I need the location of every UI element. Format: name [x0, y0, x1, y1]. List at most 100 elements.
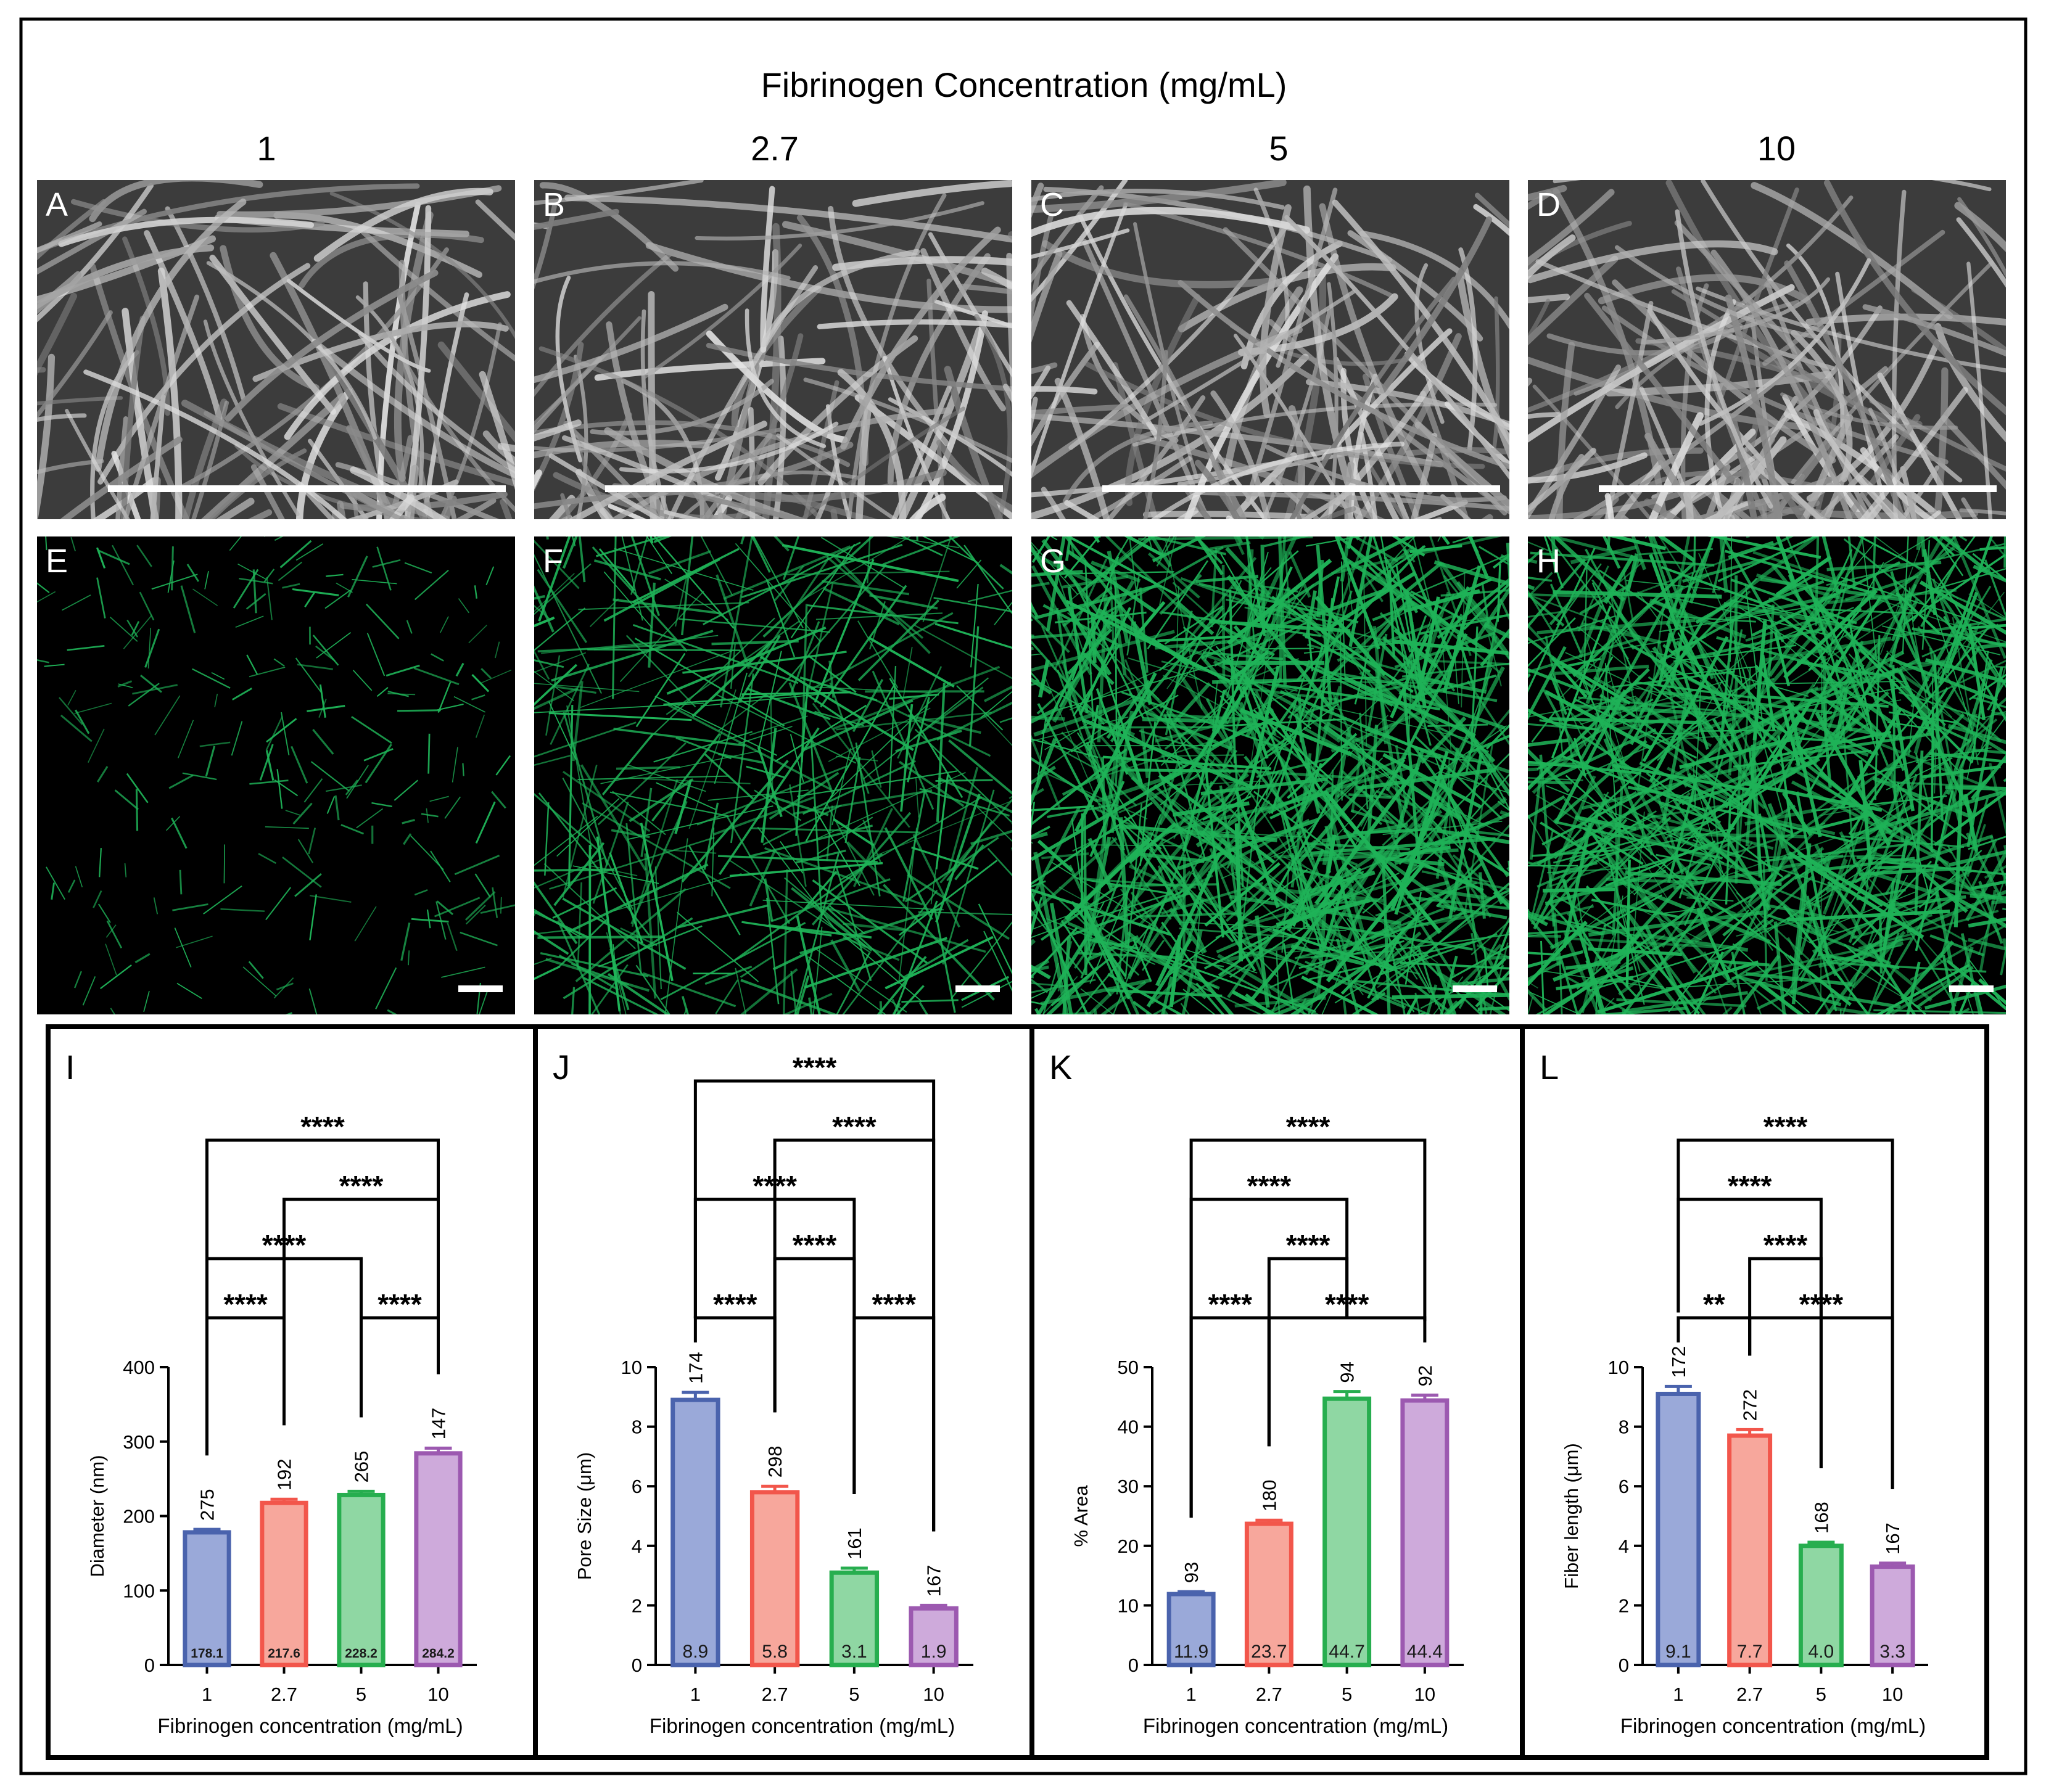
- panel-label-i: I: [65, 1048, 75, 1087]
- y-tick-label: 8: [632, 1416, 642, 1438]
- value-label: 44.4: [1407, 1642, 1443, 1662]
- value-label: 9.1: [1665, 1642, 1691, 1662]
- y-tick-label: 6: [632, 1476, 642, 1497]
- x-tick-label: 2.7: [762, 1683, 788, 1705]
- significance-bracket: [1189, 1138, 1427, 1518]
- fiber-network: [37, 536, 515, 1014]
- micrograph-panel-f: F: [534, 536, 1012, 1014]
- value-label: 228.2: [345, 1646, 377, 1661]
- bar-10: [414, 1451, 463, 1667]
- fiber-network: [534, 180, 1012, 519]
- bar-2.7: [260, 1500, 308, 1667]
- x-tick-label: 5: [356, 1683, 366, 1705]
- bar-1: [670, 1397, 720, 1667]
- micrograph-panel-h: H: [1528, 536, 2006, 1014]
- n-label: 298: [764, 1445, 786, 1478]
- micrograph-panel-d: D: [1528, 180, 2006, 519]
- fiber-network: [1031, 536, 1509, 1014]
- n-label: 192: [274, 1458, 295, 1490]
- value-label: 217.6: [268, 1646, 300, 1661]
- panel-label-f: F: [543, 543, 563, 580]
- n-label: 92: [1414, 1365, 1436, 1386]
- y-axis-title: Pore Size (μm): [574, 1452, 595, 1580]
- significance-label: ****: [1286, 1111, 1330, 1143]
- y-tick-label: 10: [1118, 1595, 1139, 1616]
- x-axis-title: Fibrinogen concentration (mg/mL): [157, 1714, 463, 1737]
- column-header-1: 1: [257, 129, 276, 168]
- x-tick-label: 5: [849, 1683, 859, 1705]
- figure-title: Fibrinogen Concentration (mg/mL): [761, 65, 1287, 104]
- y-tick-label: 0: [144, 1654, 155, 1676]
- n-label: 167: [923, 1565, 945, 1597]
- x-tick-label: 10: [923, 1683, 944, 1705]
- scale-bar: [1949, 985, 1994, 992]
- x-axis-title: Fibrinogen concentration (mg/mL): [1143, 1714, 1448, 1737]
- y-tick-label: 4: [1619, 1535, 1629, 1557]
- significance-label: ****: [223, 1288, 268, 1320]
- y-tick-label: 50: [1118, 1357, 1139, 1378]
- significance-label: ****: [713, 1288, 757, 1320]
- y-tick-label: 0: [1128, 1654, 1139, 1676]
- fiber-network: [534, 536, 1012, 1014]
- value-label: 3.3: [1879, 1642, 1905, 1662]
- bar-1: [183, 1530, 231, 1667]
- significance-label: ****: [872, 1288, 916, 1320]
- bar-5: [1322, 1396, 1372, 1667]
- chart-panel-i: I 0 100 200 300 400 Diameter (nm) Fibrinogen co…: [46, 1024, 538, 1760]
- panel-label-h: H: [1537, 543, 1561, 580]
- column-header-2: 2.7: [751, 129, 799, 168]
- fiber-network: [1528, 180, 2006, 519]
- value-label: 4.0: [1809, 1642, 1834, 1662]
- panel-label-a: A: [46, 186, 68, 223]
- x-tick-label: 10: [427, 1683, 448, 1705]
- significance-label: ****: [793, 1051, 837, 1083]
- significance-bracket: [693, 1079, 936, 1532]
- y-tick-label: 20: [1118, 1535, 1139, 1557]
- n-label: 147: [428, 1408, 450, 1440]
- scale-bar: [458, 985, 503, 992]
- y-tick-label: 300: [123, 1431, 155, 1453]
- significance-label: ****: [1208, 1288, 1252, 1320]
- n-label: 180: [1258, 1480, 1280, 1512]
- y-tick-label: 2: [1619, 1595, 1629, 1616]
- y-tick-label: 8: [1619, 1416, 1629, 1438]
- y-tick-label: 6: [1619, 1476, 1629, 1497]
- scale-bar: [1102, 485, 1500, 492]
- y-tick-label: 4: [632, 1535, 642, 1557]
- value-label: 7.7: [1737, 1642, 1763, 1662]
- fiber-network: [37, 180, 515, 519]
- micrograph-panel-e: E: [37, 536, 515, 1014]
- panel-label-d: D: [1537, 186, 1561, 223]
- n-label: 172: [1668, 1346, 1689, 1378]
- micrograph-panel-b: B: [534, 180, 1012, 519]
- value-label: 44.7: [1329, 1642, 1364, 1662]
- x-axis-title: Fibrinogen concentration (mg/mL): [650, 1714, 955, 1737]
- significance-label: ****: [832, 1111, 877, 1143]
- value-label: 3.1: [841, 1642, 867, 1662]
- n-label: 167: [1882, 1523, 1904, 1555]
- fiber-network: [1528, 536, 2006, 1014]
- significance-label: ****: [1728, 1170, 1772, 1202]
- panel-label-j: J: [553, 1048, 570, 1087]
- value-label: 178.1: [191, 1646, 223, 1661]
- micrograph-panel-c: C: [1031, 180, 1509, 519]
- n-label: 93: [1181, 1562, 1202, 1583]
- panel-label-g: G: [1040, 543, 1066, 580]
- y-tick-label: 2: [632, 1595, 642, 1616]
- x-tick-label: 10: [1414, 1683, 1435, 1705]
- scale-bar: [955, 985, 1000, 992]
- y-tick-label: 30: [1118, 1476, 1139, 1497]
- significance-bracket: [205, 1138, 440, 1456]
- bar-5: [337, 1492, 386, 1667]
- significance-label: ****: [377, 1288, 422, 1320]
- column-header-4: 10: [1757, 129, 1796, 168]
- x-tick-label: 1: [202, 1683, 212, 1705]
- panel-label-k: K: [1049, 1048, 1072, 1087]
- significance-label: **: [1703, 1288, 1725, 1320]
- value-label: 5.8: [762, 1642, 788, 1662]
- bar-10: [1870, 1564, 1915, 1667]
- x-tick-label: 2.7: [1736, 1683, 1763, 1705]
- value-label: 284.2: [422, 1646, 455, 1661]
- x-tick-label: 10: [1882, 1683, 1903, 1705]
